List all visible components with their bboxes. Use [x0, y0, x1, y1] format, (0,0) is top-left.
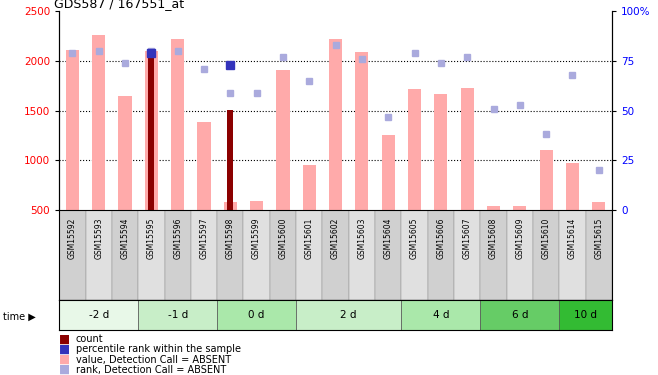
Text: ■: ■ [59, 353, 70, 366]
Text: GSM15615: GSM15615 [594, 217, 603, 259]
Text: GSM15604: GSM15604 [384, 217, 393, 259]
Bar [66, 50, 79, 210]
Bar [276, 70, 290, 210]
Bar [507, 210, 533, 300]
Bar [243, 210, 270, 300]
Bar [375, 210, 401, 300]
Text: GSM15601: GSM15601 [305, 217, 314, 259]
Text: GSM15600: GSM15600 [278, 217, 288, 259]
Bar [566, 163, 579, 210]
Bar [59, 210, 86, 300]
Text: ■: ■ [59, 343, 70, 356]
Text: value, Detection Call = ABSENT: value, Detection Call = ABSENT [76, 355, 231, 364]
Bar [217, 300, 296, 330]
Bar [138, 300, 217, 330]
Bar [428, 210, 454, 300]
Text: -2 d: -2 d [89, 310, 109, 320]
Bar [592, 202, 605, 210]
Bar [382, 135, 395, 210]
Bar [329, 39, 342, 210]
Text: GSM15598: GSM15598 [226, 217, 235, 259]
Text: percentile rank within the sample: percentile rank within the sample [76, 345, 241, 354]
Text: GDS587 / 167551_at: GDS587 / 167551_at [54, 0, 184, 10]
Bar [461, 88, 474, 210]
Bar [303, 165, 316, 210]
Bar [197, 122, 211, 210]
Bar [191, 210, 217, 300]
Text: GSM15606: GSM15606 [436, 217, 445, 259]
Bar [401, 300, 480, 330]
Bar [171, 39, 184, 210]
Text: GSM15593: GSM15593 [94, 217, 103, 259]
Bar [487, 206, 500, 210]
Text: 4 d: 4 d [432, 310, 449, 320]
Bar [228, 110, 233, 210]
Text: 2 d: 2 d [340, 310, 357, 320]
Text: GSM15608: GSM15608 [489, 217, 498, 259]
Bar [408, 89, 421, 210]
Bar [559, 300, 612, 330]
Bar [559, 210, 586, 300]
Bar [164, 210, 191, 300]
Text: GSM15596: GSM15596 [173, 217, 182, 259]
Bar [401, 210, 428, 300]
Text: GSM15592: GSM15592 [68, 217, 77, 259]
Text: GSM15602: GSM15602 [331, 217, 340, 259]
Bar [138, 210, 164, 300]
Text: GSM15605: GSM15605 [410, 217, 419, 259]
Text: GSM15595: GSM15595 [147, 217, 156, 259]
Bar [480, 210, 507, 300]
Bar [112, 210, 138, 300]
Bar [355, 53, 368, 210]
Bar [250, 201, 263, 210]
Text: GSM15609: GSM15609 [515, 217, 524, 259]
Bar [149, 54, 154, 210]
Text: GSM15597: GSM15597 [199, 217, 209, 259]
Bar [540, 150, 553, 210]
Text: 6 d: 6 d [511, 310, 528, 320]
Bar [586, 210, 612, 300]
Bar [59, 300, 138, 330]
Bar [454, 210, 480, 300]
Text: 0 d: 0 d [249, 310, 265, 320]
Bar [86, 210, 112, 300]
Bar [533, 210, 559, 300]
Bar [118, 96, 132, 210]
Bar [296, 300, 401, 330]
Bar [434, 94, 447, 210]
Bar [349, 210, 375, 300]
Bar [513, 206, 526, 210]
Text: ■: ■ [59, 333, 70, 346]
Text: GSM15603: GSM15603 [357, 217, 367, 259]
Bar [224, 202, 237, 210]
Text: rank, Detection Call = ABSENT: rank, Detection Call = ABSENT [76, 365, 226, 375]
Bar [296, 210, 322, 300]
Text: 10 d: 10 d [574, 310, 597, 320]
Text: GSM15610: GSM15610 [542, 217, 551, 259]
Text: GSM15614: GSM15614 [568, 217, 577, 259]
Bar [92, 34, 105, 210]
Bar [217, 210, 243, 300]
Bar [145, 51, 158, 210]
Text: -1 d: -1 d [168, 310, 188, 320]
Text: time ▶: time ▶ [3, 312, 36, 322]
Text: GSM15594: GSM15594 [120, 217, 130, 259]
Text: GSM15607: GSM15607 [463, 217, 472, 259]
Bar [480, 300, 559, 330]
Text: ■: ■ [59, 363, 70, 375]
Bar [322, 210, 349, 300]
Text: count: count [76, 334, 103, 344]
Bar [270, 210, 296, 300]
Text: GSM15599: GSM15599 [252, 217, 261, 259]
